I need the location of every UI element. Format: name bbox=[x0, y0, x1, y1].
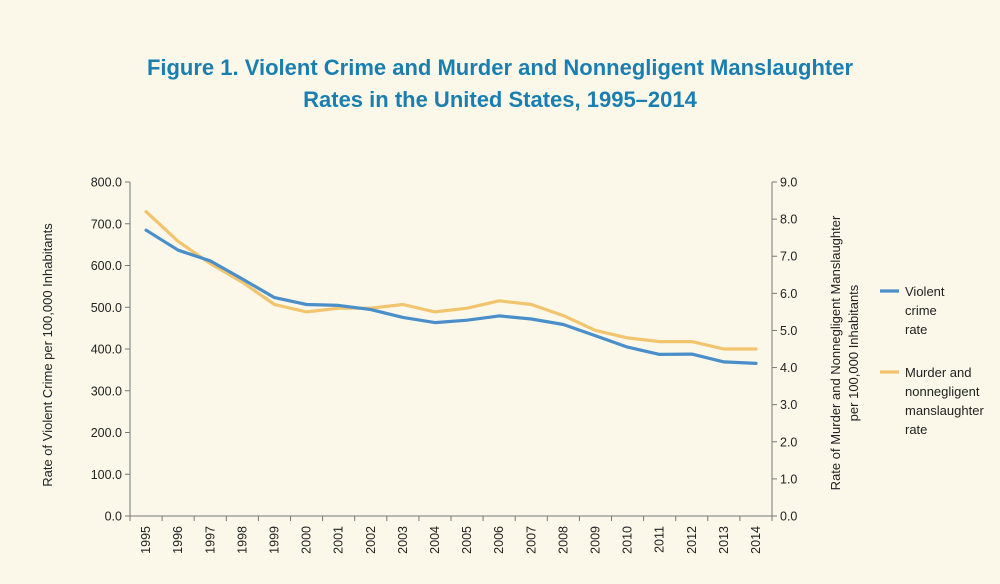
x-tick-label: 1999 bbox=[267, 526, 281, 554]
x-tick-label: 2009 bbox=[588, 526, 602, 554]
x-tick-label: 2012 bbox=[685, 526, 699, 554]
y-right-tick-label: 8.0 bbox=[780, 213, 797, 227]
y-left-tick-label: 700.0 bbox=[91, 217, 122, 231]
y-axis-right-title-line-1: Rate of Murder and Nonnegligent Manslaug… bbox=[828, 215, 843, 490]
y-right-tick-label: 0.0 bbox=[780, 510, 797, 524]
legend-label-violent-crime: Violent bbox=[905, 284, 945, 299]
x-tick-label: 2008 bbox=[556, 526, 570, 554]
y-right-tick-label: 7.0 bbox=[780, 250, 797, 264]
x-tick-label: 1998 bbox=[235, 526, 249, 554]
y-right-tick-label: 5.0 bbox=[780, 324, 797, 338]
y-left-tick-label: 600.0 bbox=[91, 259, 122, 273]
violent-crime-rate-line bbox=[144, 228, 758, 365]
x-tick-label: 1997 bbox=[203, 526, 217, 554]
x-tick-label: 2002 bbox=[364, 526, 378, 554]
x-tick-label: 2013 bbox=[717, 526, 731, 554]
y-right-tick-label: 4.0 bbox=[780, 361, 797, 375]
y-right-tick-label: 3.0 bbox=[780, 398, 797, 412]
legend-label-violent-crime: crime bbox=[905, 303, 937, 318]
legend-label-murder: nonnegligent bbox=[905, 384, 980, 399]
x-tick-label: 1996 bbox=[171, 526, 185, 554]
y-left-tick-label: 200.0 bbox=[91, 426, 122, 440]
x-tick-label: 2010 bbox=[621, 526, 635, 554]
x-tick-label: 2004 bbox=[428, 526, 442, 554]
x-tick-label: 2011 bbox=[653, 526, 667, 553]
murder-rate-line bbox=[144, 210, 758, 351]
chart-title: Figure 1. Violent Crime and Murder and N… bbox=[0, 52, 1000, 116]
legend-label-murder: Murder and bbox=[905, 365, 971, 380]
y-right-tick-label: 2.0 bbox=[780, 435, 797, 449]
y-left-tick-label: 100.0 bbox=[91, 468, 122, 482]
y-left-tick-label: 300.0 bbox=[91, 384, 122, 398]
y-right-tick-label: 6.0 bbox=[780, 287, 797, 301]
x-tick-label: 1995 bbox=[139, 526, 153, 554]
y-left-tick-label: 0.0 bbox=[105, 510, 122, 524]
x-tick-label: 2007 bbox=[524, 526, 538, 554]
y-right-tick-label: 9.0 bbox=[780, 176, 797, 190]
legend-label-murder: manslaughter bbox=[905, 403, 984, 418]
y-axis-right-title-line-2: per 100,000 Inhabitants bbox=[846, 284, 861, 421]
y-left-tick-label: 500.0 bbox=[91, 301, 122, 315]
x-tick-label: 2003 bbox=[396, 526, 410, 554]
x-tick-label: 2001 bbox=[332, 526, 346, 554]
title-line-1: Figure 1. Violent Crime and Murder and N… bbox=[146, 55, 854, 80]
x-tick-label: 2005 bbox=[460, 526, 474, 554]
y-right-tick-label: 1.0 bbox=[780, 472, 797, 486]
legend-label-murder: rate bbox=[905, 422, 927, 437]
legend-label-violent-crime: rate bbox=[905, 322, 927, 337]
x-tick-label: 2000 bbox=[300, 526, 314, 554]
y-left-tick-label: 800.0 bbox=[91, 176, 122, 190]
y-left-tick-label: 400.0 bbox=[91, 343, 122, 357]
x-tick-label: 2014 bbox=[749, 526, 763, 554]
y-axis-left-title: Rate of Violent Crime per 100,000 Inhabi… bbox=[40, 223, 55, 487]
x-tick-label: 2006 bbox=[492, 526, 506, 554]
title-line-2: Rates in the United States, 1995–2014 bbox=[303, 87, 697, 112]
